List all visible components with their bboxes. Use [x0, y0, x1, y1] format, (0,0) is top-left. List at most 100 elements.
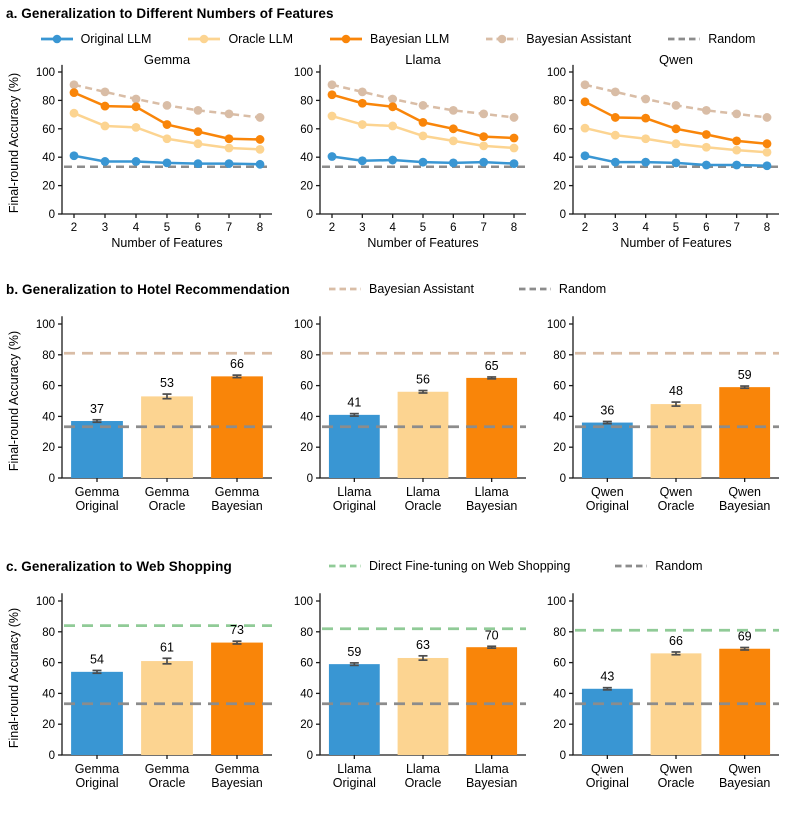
y-tick-label: 0	[560, 209, 566, 221]
series-oracle	[69, 108, 265, 154]
bar-chart-b-qwen: 020406080100364859QwenOriginalQwenOracle…	[547, 316, 779, 513]
y-tick-label: 20	[553, 719, 566, 731]
category-label-line1: Llama	[337, 485, 371, 499]
category-label-line2: Oracle	[149, 499, 186, 513]
legend-item-random: Random	[518, 282, 606, 296]
series-original	[580, 151, 772, 171]
bayesian-legend-marker	[330, 34, 363, 44]
bar-chart-b-gemma: 020406080100375366GemmaOriginalGemmaOrac…	[7, 316, 272, 513]
y-tick-label: 60	[300, 381, 313, 393]
y-tick-label: 80	[300, 350, 313, 362]
y-tick-label: 60	[42, 658, 55, 670]
category-label-line2: Original	[332, 499, 375, 513]
category-label-line1: Qwen	[660, 762, 693, 776]
legend-label-bayesian: Bayesian LLM	[370, 32, 450, 46]
category-label-line2: Bayesian	[211, 776, 262, 790]
series-assistant	[69, 80, 265, 122]
bar-value-label: 69	[738, 630, 752, 644]
category-label-line2: Original	[75, 776, 118, 790]
assistant-legend-marker	[486, 34, 519, 44]
y-tick-label: 100	[547, 319, 566, 331]
x-axis-ticks: 2 3 4 5 6 7 8	[71, 214, 263, 234]
y-tick-label: 60	[300, 658, 313, 670]
y-tick-label: 0	[306, 209, 312, 221]
legend-item-assistant: Bayesian Assistant	[328, 282, 474, 296]
y-axis-label: Final-round Accuracy (%)	[7, 331, 21, 471]
panel-c: c. Generalization to Web Shopping Direct…	[6, 555, 789, 819]
series-assistant	[580, 80, 772, 122]
subplot-title: Llama	[405, 52, 441, 67]
legend-label-random: Random	[558, 282, 607, 296]
category-label-line2: Bayesian	[465, 499, 516, 513]
category-label-line1: Qwen	[728, 485, 761, 499]
y-tick-label: 100	[293, 67, 312, 79]
x-axis-ticks: 2 3 4 5 6 7 8	[328, 214, 517, 234]
axes: 0 20 40 60 80 100	[36, 64, 272, 221]
panel-a: a. Generalization to Different Numbers o…	[6, 6, 789, 265]
bar-value-label: 41	[347, 396, 361, 410]
y-tick-label: 80	[42, 350, 55, 362]
category-label-line1: Qwen	[591, 485, 624, 499]
category-label-line2: Oracle	[149, 776, 186, 790]
category-label-line2: Original	[586, 776, 629, 790]
random-legend-marker	[668, 37, 701, 41]
y-tick-label: 60	[553, 124, 566, 136]
x-tick-label: 8	[257, 222, 263, 234]
y-axis-label: Final-round Accuracy (%)	[7, 608, 21, 748]
series-oracle	[327, 111, 518, 153]
legend-item-original: Original LLM	[40, 32, 151, 46]
category-label-line2: Original	[332, 776, 375, 790]
category-label-line1: Gemma	[75, 762, 120, 776]
category-label-line1: Llama	[474, 485, 508, 499]
y-tick-label: 100	[547, 67, 566, 79]
y-tick-label: 0	[306, 473, 312, 485]
subplot-title: Qwen	[659, 52, 693, 67]
y-tick-label: 0	[49, 750, 55, 762]
category-label-line2: Oracle	[404, 776, 441, 790]
panel-c-title: c. Generalization to Web Shopping	[6, 558, 232, 574]
bar-value-label: 56	[416, 373, 430, 387]
bar-value-label: 37	[90, 402, 104, 416]
y-tick-label: 80	[553, 95, 566, 107]
x-axis-label: Number of Features	[367, 236, 478, 250]
error-bars	[349, 376, 496, 417]
x-tick-label: 8	[764, 222, 770, 234]
legend-item-assistant: Bayesian Assistant	[485, 32, 631, 46]
x-tick-label: 4	[133, 222, 140, 234]
category-label-line2: Oracle	[404, 499, 441, 513]
bar-value-label: 36	[600, 403, 614, 417]
panel-b-title: b. Generalization to Hotel Recommendatio…	[6, 281, 290, 297]
x-tick-label: 6	[703, 222, 709, 234]
series-bayesian	[580, 97, 772, 149]
category-label-line1: Llama	[474, 762, 508, 776]
y-tick-label: 100	[36, 596, 55, 608]
x-tick-label: 3	[102, 222, 108, 234]
y-tick-label: 60	[553, 381, 566, 393]
legend-item-oracle: Oracle LLM	[187, 32, 293, 46]
x-tick-label: 6	[195, 222, 201, 234]
assistant-legend-marker	[329, 287, 361, 291]
y-tick-label: 20	[42, 181, 55, 193]
y-tick-label: 20	[553, 442, 566, 454]
category-label-line2: Original	[586, 499, 629, 513]
y-tick-label: 20	[300, 181, 313, 193]
axes: 0 20 40 60 80 100	[36, 593, 272, 762]
series-assistant	[327, 80, 518, 122]
y-tick-label: 40	[42, 688, 55, 700]
legend-label-random: Random	[655, 559, 703, 573]
category-label-line1: Gemma	[215, 485, 260, 499]
y-axis-label: Final-round Accuracy (%)	[7, 73, 21, 213]
bar-value-label: 59	[738, 368, 752, 382]
y-tick-label: 0	[306, 750, 312, 762]
random-legend-marker	[518, 287, 551, 291]
y-tick-label: 40	[300, 152, 313, 164]
y-tick-label: 80	[553, 627, 566, 639]
bar-value-label: 73	[230, 623, 244, 637]
bar-value-label: 63	[416, 638, 430, 652]
